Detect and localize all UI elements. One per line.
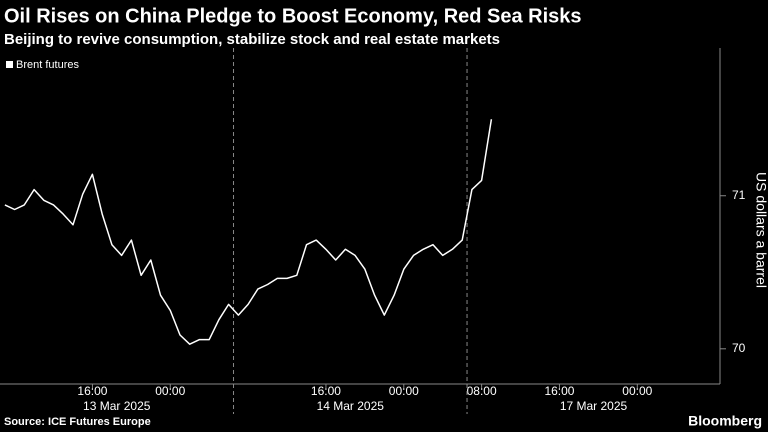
source: Source: ICE Futures Europe [4,416,151,428]
x-tick-label: 16:00 [77,384,107,398]
session-label: 17 Mar 2025 [560,399,628,413]
x-tick-label: 08:00 [467,384,497,398]
x-tick-label: 00:00 [389,384,419,398]
x-tick-label: 00:00 [622,384,652,398]
chart-subtitle: Beijing to revive consumption, stabilize… [4,31,500,48]
session-label: 14 Mar 2025 [317,399,385,413]
y-axis-title: US dollars a barrel [753,172,768,288]
logo: Bloomberg [688,413,762,429]
x-tick-label: 16:00 [311,384,341,398]
legend-swatch [6,61,13,68]
data-line [4,119,493,345]
legend-label: Brent futures [16,59,79,71]
x-tick-label: 00:00 [155,384,185,398]
x-tick-label: 16:00 [544,384,574,398]
y-tick-label: 70 [732,341,746,355]
chart-title: Oil Rises on China Pledge to Boost Econo… [4,5,582,27]
y-tick-label: 71 [732,188,746,202]
session-label: 13 Mar 2025 [83,399,151,413]
